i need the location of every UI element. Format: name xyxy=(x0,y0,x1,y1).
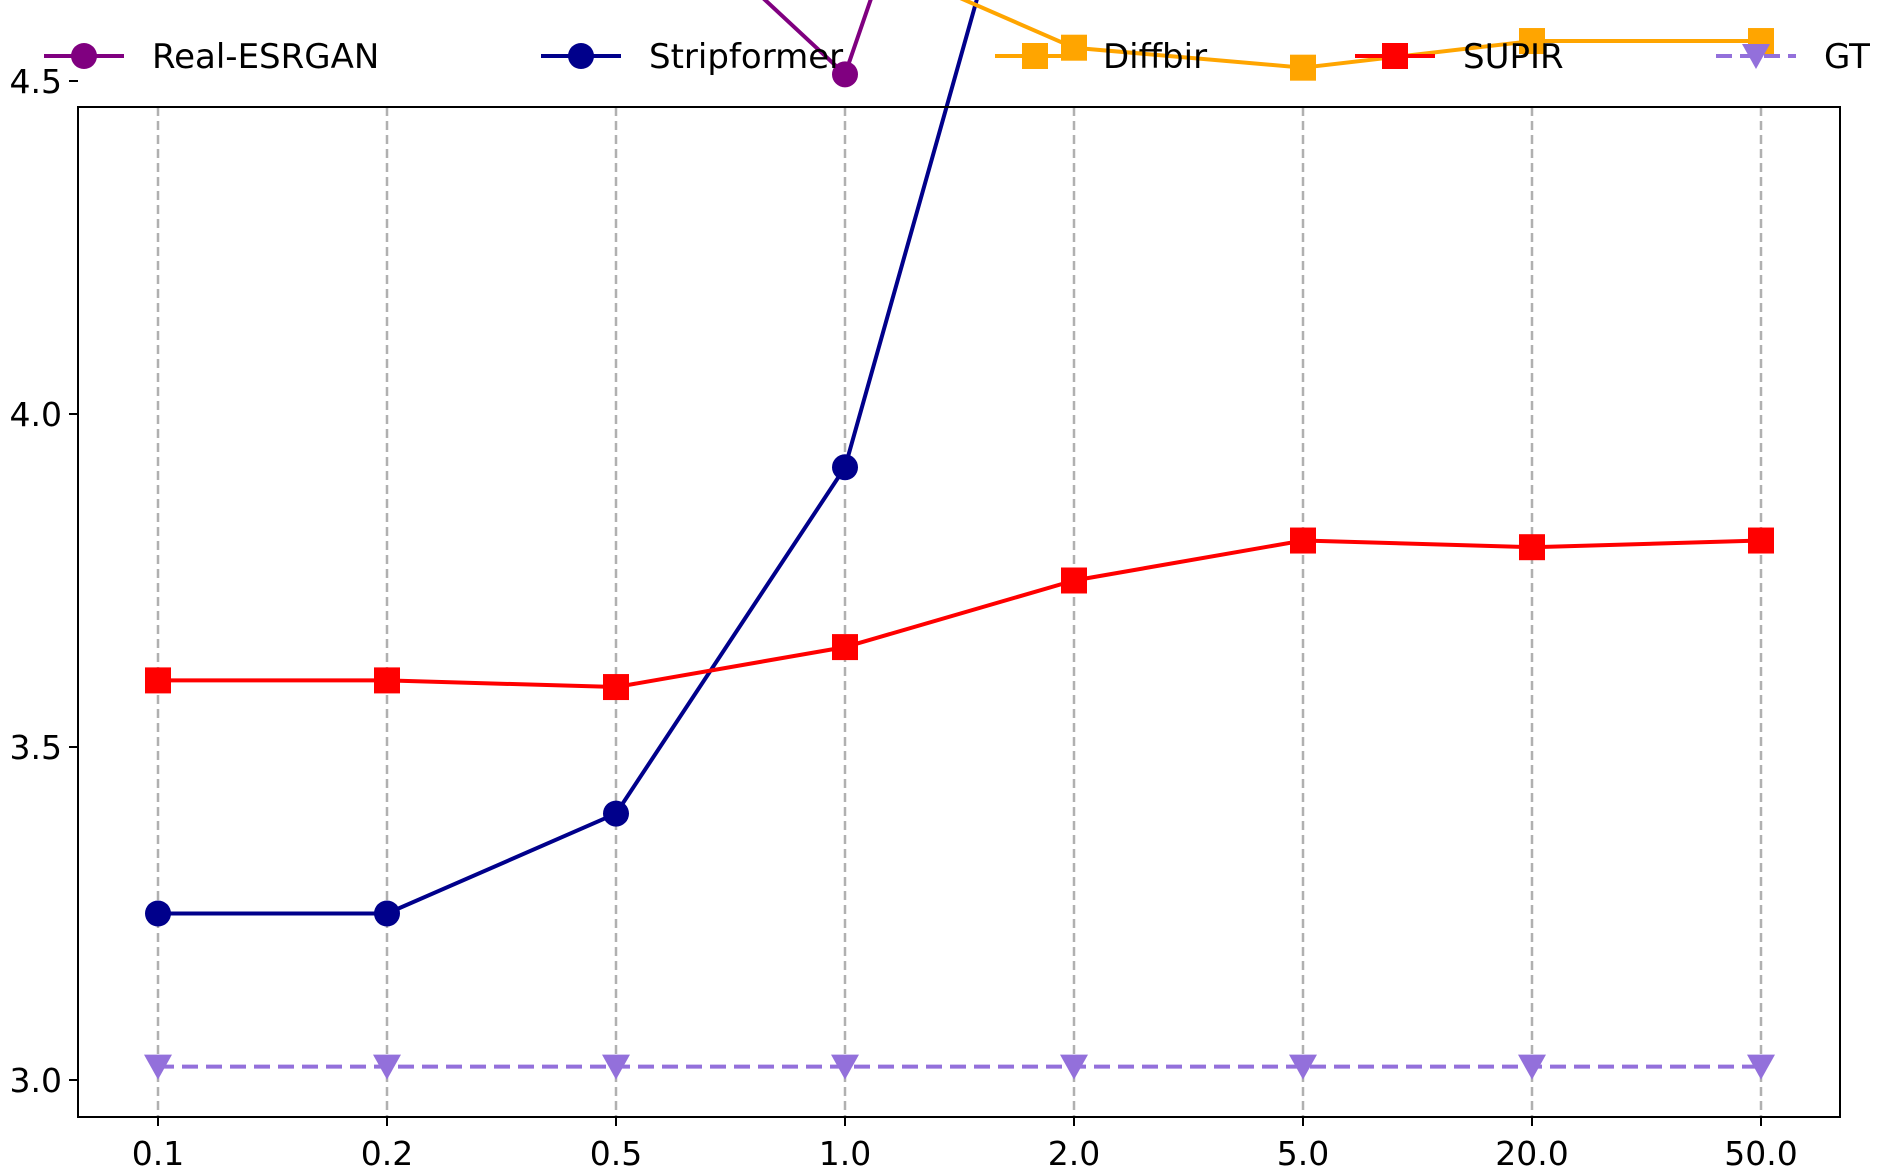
x-tick-label: 20.0 xyxy=(1495,1134,1568,1168)
data-point xyxy=(1747,1054,1775,1080)
data-point xyxy=(374,900,400,927)
data-point xyxy=(603,674,629,701)
y-tick-label: 3.5 xyxy=(10,728,62,767)
data-point xyxy=(1061,567,1087,594)
data-point xyxy=(1519,28,1545,55)
x-tick-label: 0.1 xyxy=(132,1134,184,1168)
legend-entry: SUPIR xyxy=(1355,37,1564,77)
data-point xyxy=(1290,527,1316,554)
series-diffbir xyxy=(959,0,1774,81)
legend-marker xyxy=(1742,44,1770,69)
data-point xyxy=(374,667,400,694)
y-tick-label: 4.0 xyxy=(10,395,62,434)
legend-label: Real-ESRGAN xyxy=(152,37,379,77)
legend-label: Diffbir xyxy=(1103,37,1207,77)
y-tick-label: 4.5 xyxy=(10,62,62,101)
x-tick-label: 1.0 xyxy=(819,1134,871,1168)
legend-entry: Diffbir xyxy=(995,37,1207,77)
x-tick-label: 0.5 xyxy=(590,1134,642,1168)
series-line xyxy=(959,0,1761,70)
legend-marker xyxy=(1022,43,1048,69)
data-point xyxy=(831,1054,859,1080)
series-lines xyxy=(144,0,1775,1080)
data-point xyxy=(1748,527,1774,554)
legend-entry: Real-ESRGAN xyxy=(44,37,379,77)
legend: Real-ESRGAN Stripformer Diffbir SUPIR GT xyxy=(44,37,1870,77)
legend-marker xyxy=(568,43,594,69)
plot-area-frame xyxy=(77,106,1841,1118)
grid-lines xyxy=(156,107,1763,1117)
x-tick-label: 2.0 xyxy=(1048,1134,1100,1168)
data-point xyxy=(1289,1054,1317,1080)
legend-entry: GT xyxy=(1716,37,1870,77)
x-tick-label: 0.2 xyxy=(361,1134,413,1168)
data-point xyxy=(145,667,171,694)
data-point xyxy=(1518,1054,1546,1080)
data-point xyxy=(144,1054,172,1080)
legend-entry: Stripformer xyxy=(541,37,843,77)
x-tick-label: 5.0 xyxy=(1277,1134,1329,1168)
series-supir xyxy=(145,527,1774,701)
data-point xyxy=(602,1054,630,1080)
data-point xyxy=(832,454,858,481)
data-point xyxy=(1290,54,1316,81)
series-real-esrgan xyxy=(762,0,873,88)
series-stripformer xyxy=(145,0,979,927)
legend-label: SUPIR xyxy=(1463,37,1564,77)
series-line xyxy=(158,538,1762,690)
axes: 0.10.20.51.02.05.020.050.03.03.54.04.55.… xyxy=(10,62,1798,1172)
data-point xyxy=(145,900,171,927)
data-point xyxy=(832,634,858,661)
data-point xyxy=(1060,1054,1088,1080)
data-point xyxy=(832,61,858,88)
data-point xyxy=(373,1054,401,1080)
legend-label: Stripformer xyxy=(649,37,843,77)
x-tick-label: 50.0 xyxy=(1724,1134,1797,1168)
data-point xyxy=(1519,534,1545,561)
legend-marker xyxy=(71,43,97,69)
series-line xyxy=(158,0,979,916)
y-tick-label: 3.0 xyxy=(10,1061,62,1100)
legend-marker xyxy=(1382,43,1408,69)
legend-label: GT xyxy=(1824,37,1870,77)
data-point xyxy=(603,800,629,827)
series-gt xyxy=(144,1054,1775,1080)
